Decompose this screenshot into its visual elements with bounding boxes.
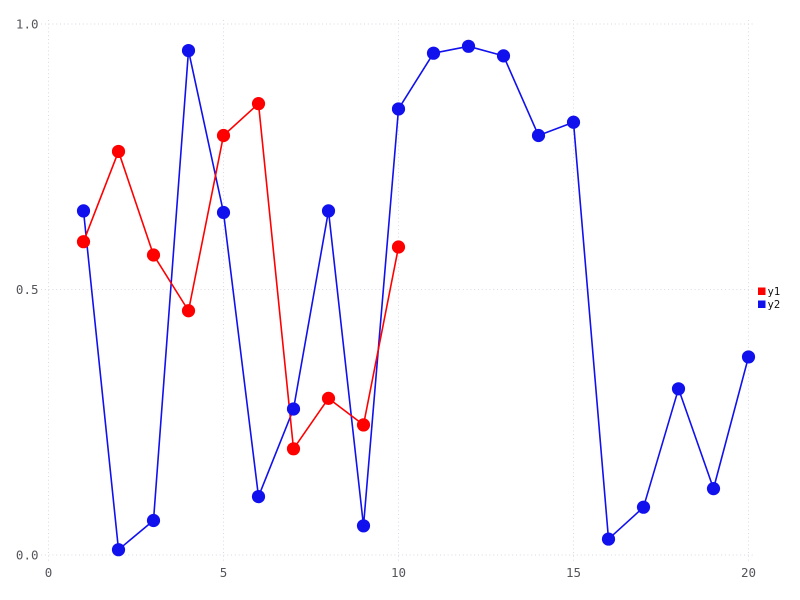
- legend-swatch-y1-icon: [758, 287, 766, 295]
- legend-label-y2: y2: [768, 299, 781, 311]
- data-point-y1: [76, 235, 91, 249]
- data-point-y1: [216, 128, 231, 143]
- data-point-y2: [566, 115, 581, 129]
- data-point-y2: [251, 489, 266, 504]
- data-point-y1: [146, 248, 161, 262]
- data-point-y2: [146, 513, 161, 528]
- data-point-y2: [601, 532, 616, 546]
- data-point-y1: [251, 97, 266, 111]
- x-tick-label: 5: [220, 565, 228, 580]
- data-point-y2: [496, 49, 511, 63]
- data-point-y1: [286, 442, 301, 456]
- x-tick-label: 15: [566, 565, 581, 580]
- axis-tick-labels: 0 5 10 15 20 0.0 0.5 1.0: [16, 17, 756, 581]
- data-point-y2: [741, 350, 756, 364]
- series-line-y1: [82, 102, 400, 450]
- grid: [41, 20, 753, 562]
- data-point-y2: [76, 204, 91, 218]
- data-point-y1: [356, 418, 371, 432]
- series-markers: [76, 39, 756, 557]
- data-point-y2: [111, 543, 126, 557]
- data-point-y2: [671, 382, 686, 396]
- data-point-y2: [216, 205, 231, 220]
- legend-item-y1: y1: [758, 286, 780, 298]
- data-point-y1: [111, 144, 126, 159]
- y-tick-label: 0.5: [16, 282, 39, 297]
- y-tick-label: 0.0: [16, 548, 39, 563]
- series-lines: [82, 45, 750, 551]
- data-point-y2: [461, 39, 476, 53]
- data-point-y2: [426, 46, 441, 60]
- legend-item-y2: y2: [758, 299, 780, 311]
- series-line-y2: [82, 45, 750, 551]
- data-point-y1: [181, 304, 196, 318]
- data-point-y2: [531, 128, 546, 143]
- x-tick-label: 10: [391, 565, 406, 580]
- data-point-y2: [391, 102, 406, 116]
- data-point-y2: [321, 204, 336, 218]
- legend-label-y1: y1: [768, 286, 781, 298]
- data-point-y2: [356, 519, 371, 533]
- x-tick-label: 20: [741, 565, 756, 580]
- x-tick-label: 0: [45, 565, 53, 580]
- data-point-y1: [391, 240, 406, 254]
- data-point-y2: [636, 500, 651, 514]
- data-point-y2: [706, 482, 721, 496]
- legend-swatch-y2-icon: [758, 300, 766, 308]
- data-point-y2: [181, 43, 196, 58]
- y-tick-label: 1.0: [16, 17, 39, 32]
- data-point-y2: [286, 402, 301, 416]
- data-point-y1: [321, 391, 336, 405]
